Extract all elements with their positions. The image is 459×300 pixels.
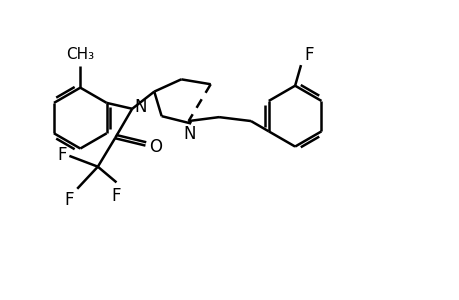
Text: F: F bbox=[112, 187, 121, 205]
Text: O: O bbox=[149, 138, 162, 156]
Text: N: N bbox=[134, 98, 146, 116]
Text: CH₃: CH₃ bbox=[66, 47, 94, 62]
Text: N: N bbox=[184, 125, 196, 143]
Text: F: F bbox=[65, 191, 74, 209]
Text: F: F bbox=[303, 46, 313, 64]
Text: F: F bbox=[57, 146, 66, 164]
